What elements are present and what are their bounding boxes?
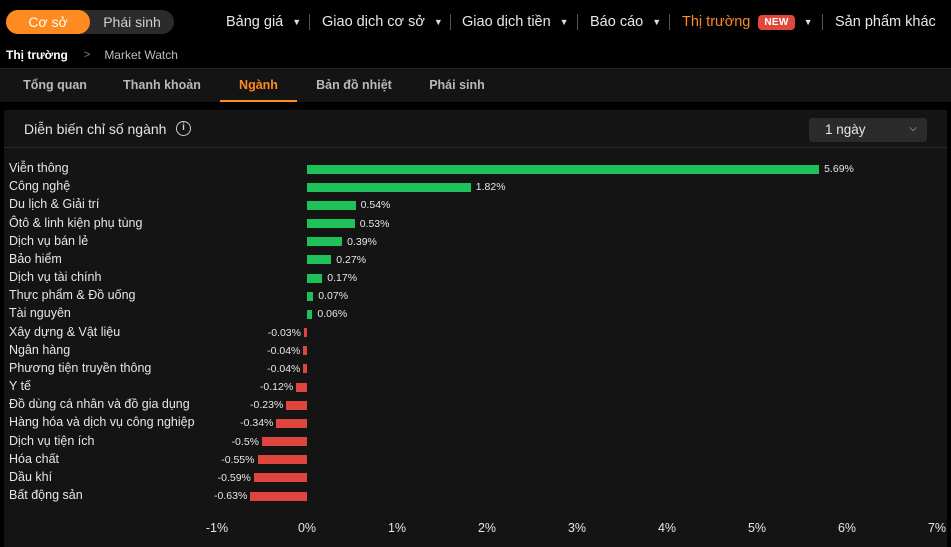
new-badge: NEW xyxy=(758,14,795,30)
menu-giao-dich-co-so[interactable]: Giao dịch cơ sở ▼ xyxy=(322,0,443,44)
menu-san-pham-khac-label: Sản phẩm khác xyxy=(835,14,936,30)
caret-down-icon: ▼ xyxy=(652,17,662,27)
market-tabs: Tổng quan Thanh khoản Ngành Bản đồ nhiệt… xyxy=(0,68,951,102)
tab-ban-do-nhiet[interactable]: Bản đồ nhiệt xyxy=(316,78,392,92)
top-navigation: Cơ sở Phái sinh Bảng giá ▼ Giao dịch cơ … xyxy=(0,0,951,44)
tab-thanh-khoan[interactable]: Thanh khoản xyxy=(123,78,201,92)
chevron-right-icon: > xyxy=(83,49,91,61)
period-select[interactable]: 1 ngày ⌵ xyxy=(809,118,927,142)
menu-bang-gia-label: Bảng giá xyxy=(226,14,284,30)
menu-bang-gia[interactable]: Bảng giá ▼ xyxy=(226,0,301,44)
breadcrumb: Thị trường > Market Watch xyxy=(0,44,951,66)
info-icon[interactable]: i xyxy=(176,121,191,136)
menu-thi-truong[interactable]: Thị trường NEW ▼ xyxy=(682,0,813,44)
tab-phai-sinh[interactable]: Phái sinh xyxy=(429,78,485,92)
tab-nganh[interactable]: Ngành xyxy=(220,69,297,102)
panel-header: Diễn biến chỉ số ngành i 1 ngày ⌵ xyxy=(4,110,947,148)
sector-index-panel: Diễn biến chỉ số ngành i 1 ngày ⌵ xyxy=(4,110,947,547)
period-select-value: 1 ngày xyxy=(825,122,866,137)
panel-title: Diễn biến chỉ số ngành xyxy=(24,121,167,137)
caret-down-icon: ▼ xyxy=(292,17,302,27)
segment-co-so-button[interactable]: Cơ sở xyxy=(6,10,90,34)
menu-giao-dich-tien-label: Giao dịch tiền xyxy=(462,14,551,30)
menu-bao-cao[interactable]: Báo cáo ▼ xyxy=(590,0,661,44)
chevron-down-icon: ⌵ xyxy=(909,123,917,134)
menu-giao-dich-tien[interactable]: Giao dịch tiền ▼ xyxy=(462,0,569,44)
segment-phai-sinh-button[interactable]: Phái sinh xyxy=(103,14,161,30)
caret-down-icon: ▼ xyxy=(433,17,443,27)
caret-down-icon: ▼ xyxy=(803,17,813,27)
tab-tong-quan[interactable]: Tổng quan xyxy=(23,78,87,92)
menu-divider xyxy=(309,14,310,30)
caret-down-icon: ▼ xyxy=(559,17,569,27)
menu-divider xyxy=(822,14,823,30)
menu-san-pham-khac[interactable]: Sản phẩm khác xyxy=(835,0,936,44)
market-segment-toggle: Cơ sở Phái sinh xyxy=(6,10,174,34)
menu-giao-dich-co-so-label: Giao dịch cơ sở xyxy=(322,14,425,30)
menu-divider xyxy=(450,14,451,30)
menu-thi-truong-label: Thị trường xyxy=(682,14,751,30)
menu-divider xyxy=(577,14,578,30)
breadcrumb-item: Market Watch xyxy=(104,48,178,62)
menu-divider xyxy=(669,14,670,30)
menu-bao-cao-label: Báo cáo xyxy=(590,14,644,30)
breadcrumb-current[interactable]: Thị trường xyxy=(6,48,68,62)
